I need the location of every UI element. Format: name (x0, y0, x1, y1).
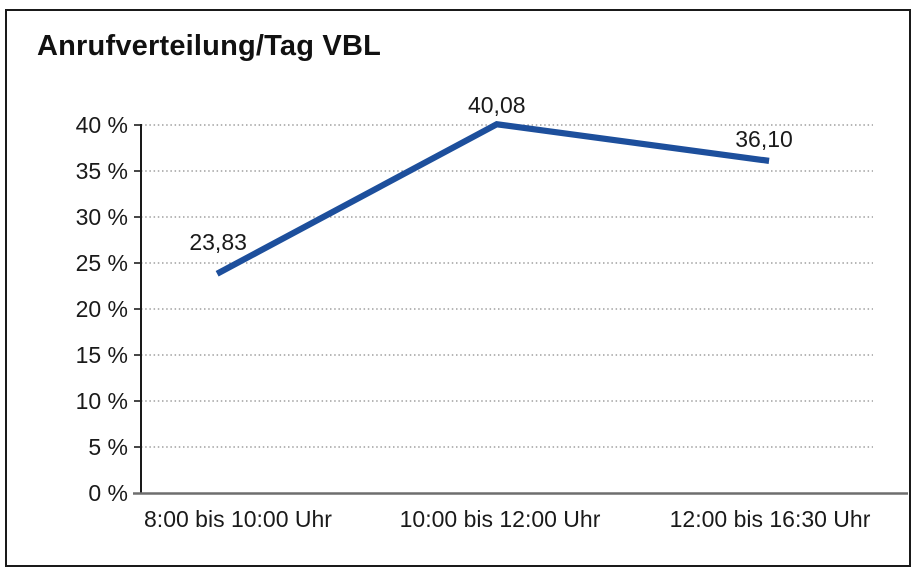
y-axis-tick-label: 30 % (76, 204, 128, 230)
y-axis-tick-label: 0 % (88, 480, 128, 506)
data-line (215, 121, 770, 277)
y-axis-tick-label: 15 % (76, 342, 128, 368)
data-point-label: 23,83 (189, 229, 247, 255)
y-axis-tick-label: 10 % (76, 388, 128, 414)
x-axis-category-label: 10:00 bis 12:00 Uhr (400, 506, 601, 532)
data-point-label: 36,10 (735, 126, 793, 152)
x-axis-category-label: 8:00 bis 10:00 Uhr (144, 506, 332, 532)
chart-title: Anrufverteilung/Tag VBL (37, 30, 382, 62)
x-axis-category-label: 12:00 bis 16:30 Uhr (670, 506, 871, 532)
chart-frame (5, 9, 911, 567)
y-axis-tick-label: 5 % (88, 434, 128, 460)
y-axis-tick-label: 35 % (76, 158, 128, 184)
y-axis-tick-label: 40 % (76, 112, 128, 138)
y-axis-tick-label: 25 % (76, 250, 128, 276)
data-point-label: 40,08 (468, 92, 526, 118)
y-axis-tick-label: 20 % (76, 296, 128, 322)
